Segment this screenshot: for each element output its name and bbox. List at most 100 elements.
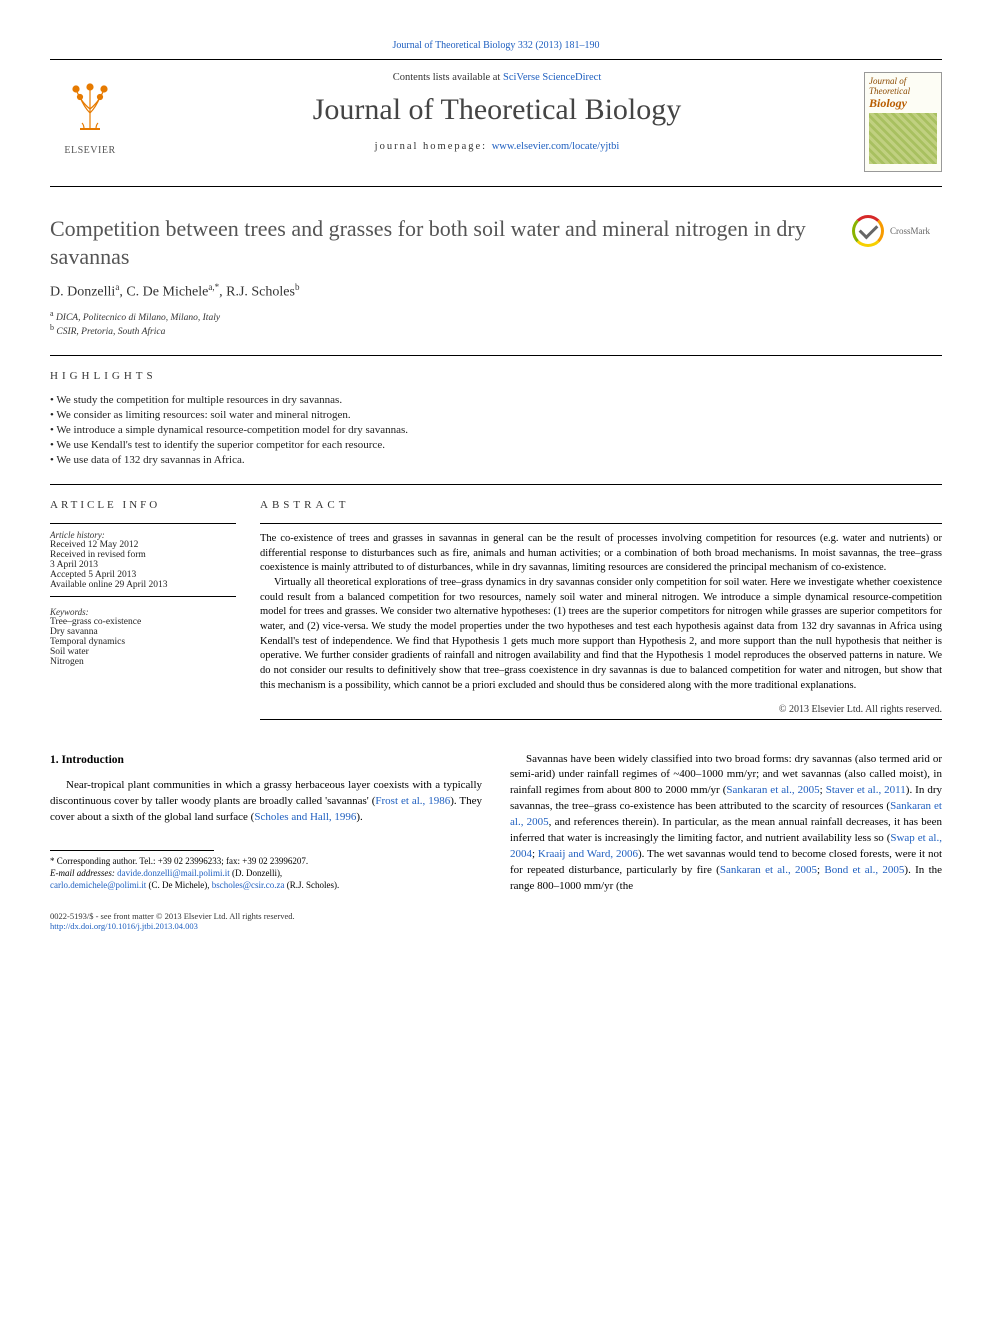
ref-sankaran-c[interactable]: Sankaran et al., 2005: [720, 864, 817, 876]
article-info-heading: ARTICLE INFO: [50, 499, 236, 511]
rule-masthead-bottom: [50, 186, 942, 187]
highlight-item: We consider as limiting resources: soil …: [50, 409, 942, 421]
cover-journal-word: Journal of: [869, 76, 906, 86]
publisher-logo: ELSEVIER: [50, 72, 130, 162]
ref-scholes-hall[interactable]: Scholes and Hall, 1996: [254, 811, 356, 823]
highlights-section: HIGHLIGHTS We study the competition for …: [50, 370, 942, 466]
abstract-column: ABSTRACT The co-existence of trees and g…: [260, 499, 942, 720]
homepage-prefix: journal homepage:: [375, 141, 492, 152]
page-root: Journal of Theoretical Biology 332 (2013…: [0, 0, 992, 961]
contents-prefix: Contents lists available at: [393, 72, 503, 83]
rule-before-highlights: [50, 355, 942, 356]
keyword: Dry savanna: [50, 627, 236, 637]
contents-available: Contents lists available at SciVerse Sci…: [150, 72, 844, 83]
email-label: E-mail addresses:: [50, 868, 115, 878]
ref-kraaij[interactable]: Kraaij and Ward, 2006: [538, 848, 638, 860]
intro-heading: 1. Introduction: [50, 752, 482, 769]
email-line: E-mail addresses: davide.donzelli@mail.p…: [50, 867, 482, 879]
affiliations: a DICA, Politecnico di Milano, Milano, I…: [50, 309, 942, 337]
cover-theoretical-word: Theoretical: [869, 86, 910, 96]
abstract-p1: The co-existence of trees and grasses in…: [260, 532, 942, 576]
author-2-affil: a,*: [208, 282, 219, 292]
author-3-affil: b: [295, 282, 300, 292]
abstract-heading: ABSTRACT: [260, 499, 942, 511]
sciencedirect-link[interactable]: SciVerse ScienceDirect: [503, 72, 601, 83]
doi-link[interactable]: http://dx.doi.org/10.1016/j.jtbi.2013.04…: [50, 921, 198, 931]
crossmark-icon: [852, 215, 884, 247]
affiliation-b: b CSIR, Pretoria, South Africa: [50, 323, 942, 337]
email-who-1: (D. Donzelli),: [230, 868, 282, 878]
email-line-2: carlo.demichele@polimi.it (C. De Michele…: [50, 879, 482, 891]
header-citation: Journal of Theoretical Biology 332 (2013…: [50, 40, 942, 51]
author-1: D. Donzelli: [50, 285, 115, 300]
cover-biology-word: Biology: [869, 96, 907, 110]
ref-sankaran-a[interactable]: Sankaran et al., 2005: [726, 784, 819, 796]
keyword: Temporal dynamics: [50, 637, 236, 647]
email-who-2: (C. De Michele),: [146, 880, 211, 890]
email-link-2[interactable]: carlo.demichele@polimi.it: [50, 880, 146, 890]
crossmark-badge[interactable]: CrossMark: [852, 215, 942, 247]
abstract-p2: Virtually all theoretical explorations o…: [260, 576, 942, 694]
affil-sup-a: a: [50, 309, 54, 318]
author-3: R.J. Scholes: [226, 285, 295, 300]
highlight-item: We use data of 132 dry savannas in Afric…: [50, 454, 942, 466]
affil-text-a: DICA, Politecnico di Milano, Milano, Ita…: [56, 313, 220, 323]
affil-sup-b: b: [50, 323, 54, 332]
article-header: Competition between trees and grasses fo…: [50, 215, 942, 337]
title-row: Competition between trees and grasses fo…: [50, 215, 942, 270]
rule-before-abstract: [50, 484, 942, 485]
keyword: Soil water: [50, 647, 236, 657]
accepted-date: Accepted 5 April 2013: [50, 570, 236, 580]
rule-info-2: [50, 596, 236, 597]
masthead-center: Contents lists available at SciVerse Sci…: [130, 72, 864, 152]
affiliation-a: a DICA, Politecnico di Milano, Milano, I…: [50, 309, 942, 323]
corresponding-author: * Corresponding author. Tel.: +39 02 239…: [50, 855, 482, 867]
masthead: ELSEVIER Contents lists available at Sci…: [50, 60, 942, 186]
journal-cover-thumbnail: Journal of Theoretical Biology: [864, 72, 942, 172]
rule-info-1: [50, 523, 236, 524]
cover-image-placeholder: [869, 113, 937, 164]
body-column-right: Savannas have been widely classified int…: [510, 752, 942, 895]
citation-link[interactable]: Journal of Theoretical Biology 332 (2013…: [392, 40, 599, 51]
info-abstract-row: ARTICLE INFO Article history: Received 1…: [50, 499, 942, 720]
highlights-heading: HIGHLIGHTS: [50, 370, 942, 382]
received-date: Received 12 May 2012: [50, 540, 236, 550]
footer-left: 0022-5193/$ - see front matter © 2013 El…: [50, 911, 942, 931]
email-who-3: (R.J. Scholes).: [285, 880, 340, 890]
author-2: C. De Michele: [126, 285, 208, 300]
keywords-block: Keywords: Tree–grass co-existence Dry sa…: [50, 607, 236, 667]
email-link-1[interactable]: davide.donzelli@mail.polimi.it: [117, 868, 230, 878]
online-date: Available online 29 April 2013: [50, 580, 236, 590]
cover-title: Journal of Theoretical Biology: [869, 77, 937, 110]
homepage-line: journal homepage: www.elsevier.com/locat…: [150, 141, 844, 152]
footnote-rule: [50, 850, 214, 851]
email-link-3[interactable]: bscholes@csir.co.za: [212, 880, 285, 890]
ref-staver[interactable]: Staver et al., 2011: [826, 784, 906, 796]
history-label: Article history:: [50, 530, 236, 540]
highlight-item: We use Kendall's test to identify the su…: [50, 439, 942, 451]
ref-frost[interactable]: Frost et al., 1986: [375, 795, 450, 807]
homepage-link[interactable]: www.elsevier.com/locate/yjtbi: [492, 141, 620, 152]
article-title: Competition between trees and grasses fo…: [50, 215, 852, 270]
keyword: Tree–grass co-existence: [50, 617, 236, 627]
author-1-affil: a: [115, 282, 119, 292]
highlight-item: We introduce a simple dynamical resource…: [50, 424, 942, 436]
intro-p1: Near-tropical plant communities in which…: [50, 778, 482, 826]
publisher-name: ELSEVIER: [64, 145, 115, 156]
keywords-label: Keywords:: [50, 607, 236, 617]
journal-name: Journal of Theoretical Biology: [150, 93, 844, 127]
ref-bond[interactable]: Bond et al., 2005: [824, 864, 904, 876]
body-columns: 1. Introduction Near-tropical plant comm…: [50, 752, 942, 895]
highlight-item: We study the competition for multiple re…: [50, 394, 942, 406]
highlights-list: We study the competition for multiple re…: [50, 394, 942, 466]
issn-line: 0022-5193/$ - see front matter © 2013 El…: [50, 911, 942, 921]
abstract-copyright: © 2013 Elsevier Ltd. All rights reserved…: [260, 704, 942, 715]
revised-line2: 3 April 2013: [50, 560, 236, 570]
rule-abstract: [260, 523, 942, 524]
affil-text-b: CSIR, Pretoria, South Africa: [56, 327, 165, 337]
body-text: , and references therein). In particular…: [510, 816, 942, 844]
keyword: Nitrogen: [50, 657, 236, 667]
footnotes: * Corresponding author. Tel.: +39 02 239…: [50, 855, 482, 891]
right-p1: Savannas have been widely classified int…: [510, 752, 942, 895]
crossmark-label: CrossMark: [890, 226, 930, 236]
